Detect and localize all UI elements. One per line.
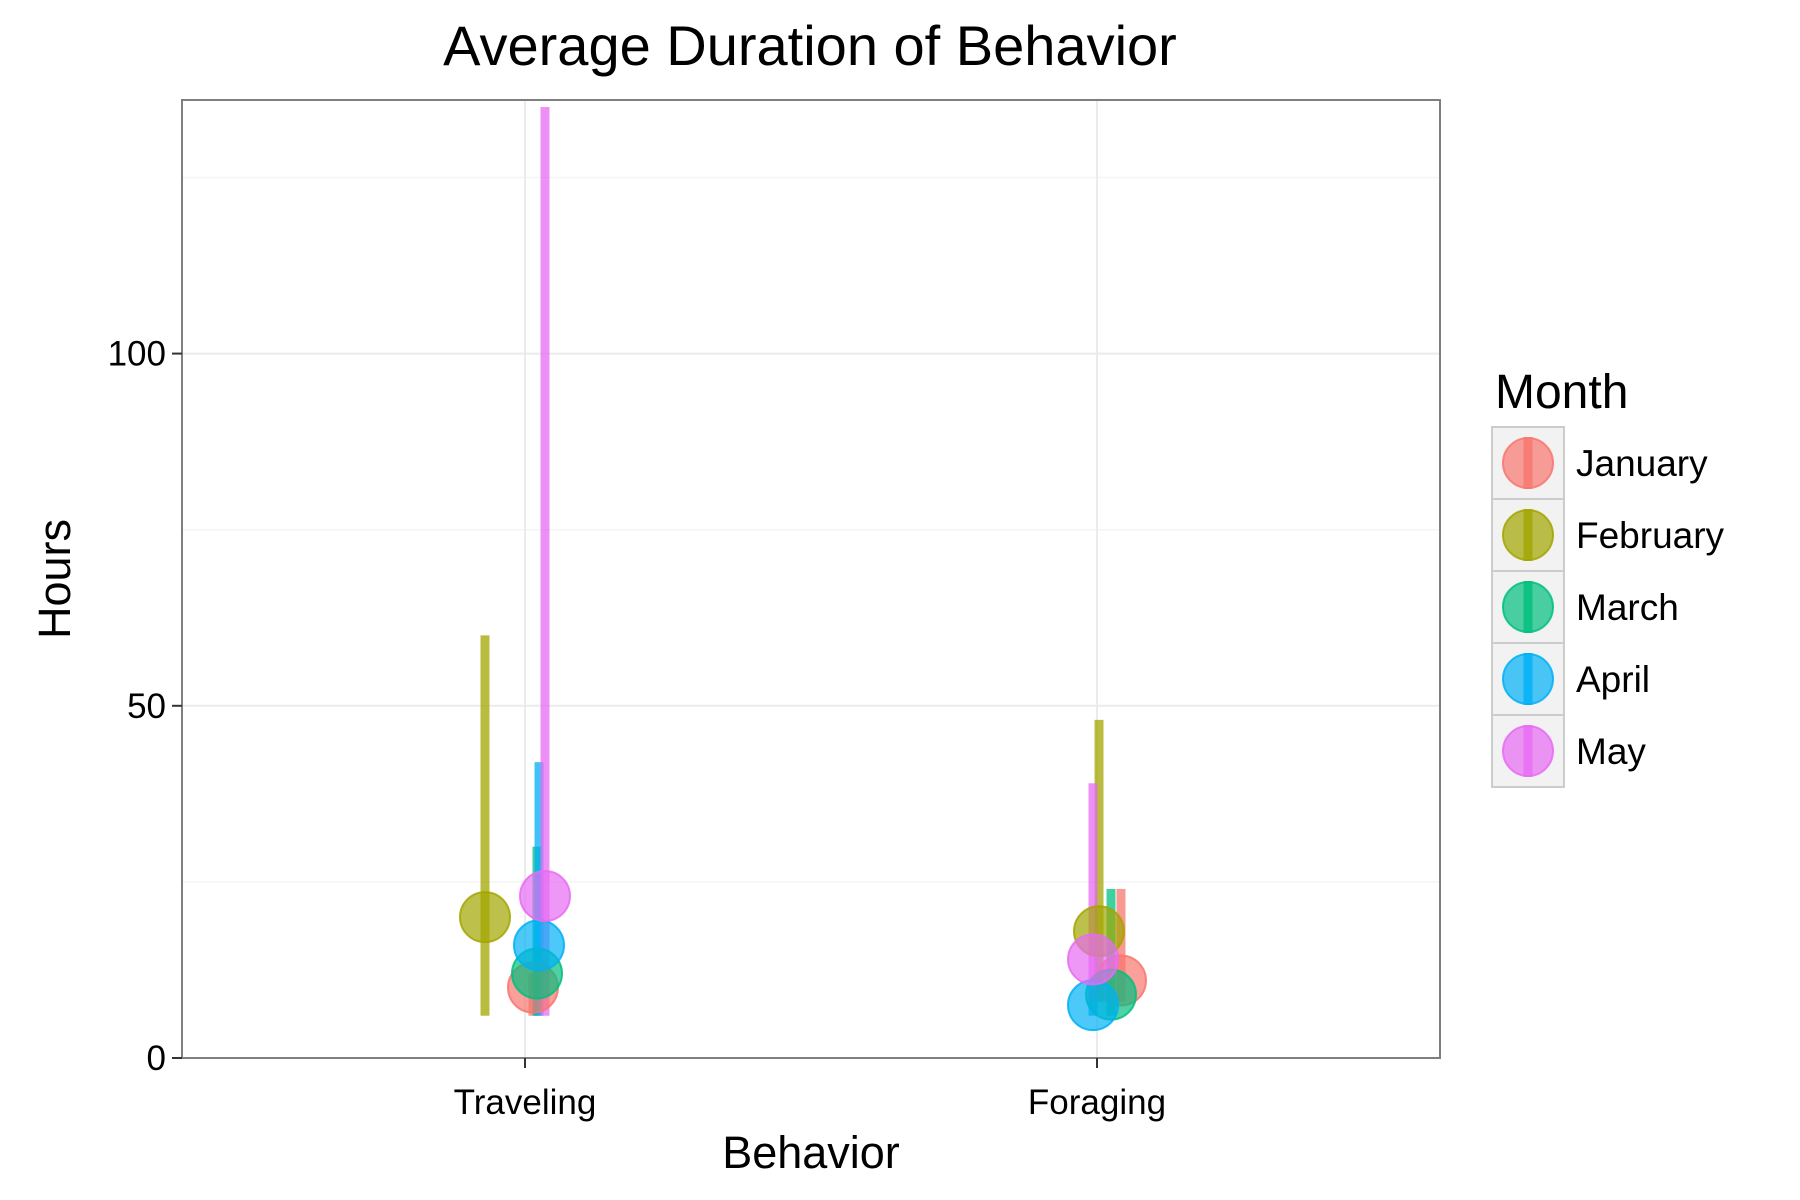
data-point <box>459 891 511 944</box>
legend: Month January February March April May <box>1491 366 1725 788</box>
legend-key-point <box>1502 509 1554 561</box>
data-point <box>1067 933 1119 986</box>
x-axis-title: Behavior <box>722 1127 900 1178</box>
legend-key-point <box>1502 581 1554 633</box>
legend-label: May <box>1576 731 1646 772</box>
error-bar <box>540 107 550 1016</box>
legend-label: April <box>1576 659 1650 700</box>
error-bar <box>1094 719 1104 1002</box>
x-tick-label: Traveling <box>454 1083 597 1122</box>
legend-key-point <box>1502 725 1554 777</box>
error-bar <box>480 635 490 1016</box>
y-tick-label: 100 <box>108 335 166 374</box>
legend-label: January <box>1576 443 1708 484</box>
legend-label: February <box>1576 515 1725 556</box>
legend-key-point <box>1502 437 1554 489</box>
error-bar <box>1088 783 1098 1002</box>
legend-key-point <box>1502 653 1554 705</box>
grid-layer <box>182 100 1440 1059</box>
legend-label: March <box>1576 587 1679 628</box>
data-point <box>519 869 571 922</box>
x-tick-label: Foraging <box>1028 1083 1166 1122</box>
y-tick-label: 50 <box>127 687 166 726</box>
axis-layer: 0 50 100 Traveling Foraging <box>108 335 1166 1122</box>
points-layer <box>459 869 1147 1032</box>
y-axis-title: Hours <box>29 519 80 639</box>
legend-title: Month <box>1495 366 1628 419</box>
plot-background <box>182 100 1440 1058</box>
y-tick-label: 0 <box>147 1039 166 1078</box>
chart-title: Average Duration of Behavior <box>443 14 1177 77</box>
data-point <box>1067 979 1119 1032</box>
plot-border <box>181 99 1441 1059</box>
data-point <box>513 919 565 972</box>
error-bar <box>1116 888 1126 1002</box>
